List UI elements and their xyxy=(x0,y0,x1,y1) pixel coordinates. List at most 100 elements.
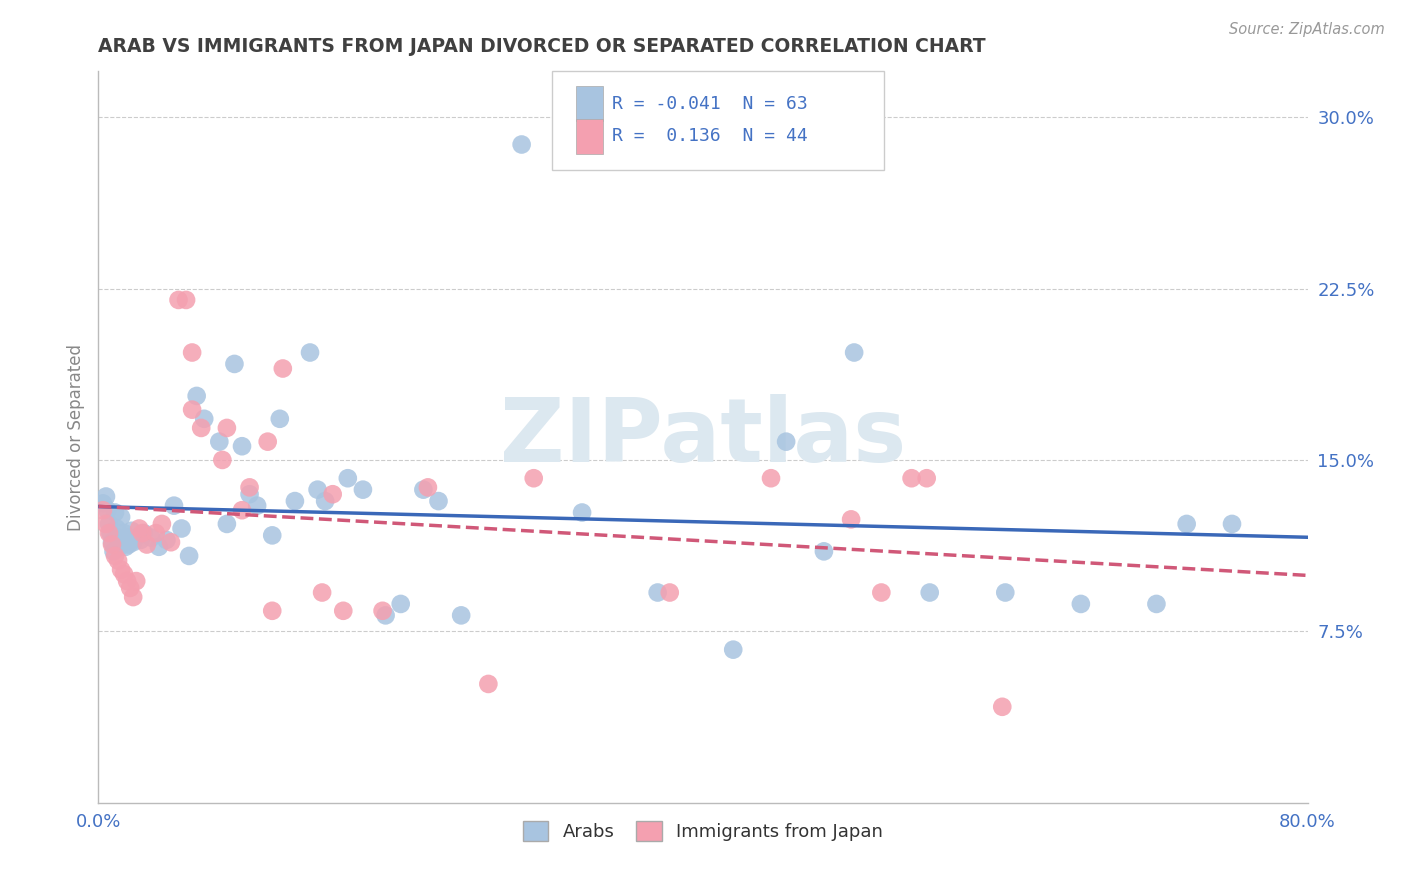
Point xyxy=(120,533,142,547)
Point xyxy=(723,642,745,657)
Point xyxy=(110,510,132,524)
Point xyxy=(211,453,233,467)
Point xyxy=(915,471,938,485)
Point xyxy=(412,483,434,497)
Point xyxy=(91,503,114,517)
Point xyxy=(352,483,374,497)
Point xyxy=(118,537,141,551)
Point xyxy=(813,544,835,558)
Point xyxy=(107,553,129,567)
Point xyxy=(170,521,193,535)
Point xyxy=(322,487,344,501)
Point xyxy=(775,434,797,449)
Text: Source: ZipAtlas.com: Source: ZipAtlas.com xyxy=(1229,22,1385,37)
Point xyxy=(371,604,394,618)
Point xyxy=(115,531,138,545)
Point xyxy=(131,526,153,541)
Point xyxy=(246,499,269,513)
Point xyxy=(271,361,294,376)
Point xyxy=(571,506,593,520)
Point xyxy=(1175,516,1198,531)
Point xyxy=(262,528,284,542)
Point xyxy=(122,590,145,604)
Point xyxy=(107,531,129,545)
Point xyxy=(193,412,215,426)
Point xyxy=(844,345,866,359)
Point xyxy=(104,549,127,563)
Point xyxy=(450,608,472,623)
Point xyxy=(299,345,322,359)
Point xyxy=(284,494,307,508)
Point xyxy=(94,490,117,504)
Point xyxy=(125,531,148,545)
Point xyxy=(104,506,127,520)
Point xyxy=(416,480,439,494)
Text: R =  0.136  N = 44: R = 0.136 N = 44 xyxy=(613,128,808,145)
Point xyxy=(181,345,204,359)
Point xyxy=(101,537,124,551)
Point xyxy=(1070,597,1092,611)
Point xyxy=(179,549,201,563)
Point xyxy=(120,581,142,595)
Point xyxy=(135,537,157,551)
Bar xyxy=(576,119,603,154)
Point xyxy=(918,585,941,599)
Point xyxy=(96,503,118,517)
Point xyxy=(122,535,145,549)
Point xyxy=(208,434,231,449)
Point xyxy=(224,357,246,371)
Point xyxy=(477,677,499,691)
Point xyxy=(239,487,262,501)
Point xyxy=(374,608,396,623)
Point xyxy=(336,471,359,485)
Point xyxy=(167,293,190,307)
Point xyxy=(160,535,183,549)
Point xyxy=(900,471,922,485)
Point xyxy=(231,439,253,453)
Point xyxy=(148,540,170,554)
Point xyxy=(112,526,135,541)
Point xyxy=(389,597,412,611)
Point xyxy=(181,402,204,417)
Point xyxy=(101,535,124,549)
Point xyxy=(647,585,669,599)
Point xyxy=(231,503,253,517)
Point xyxy=(239,480,262,494)
Point xyxy=(174,293,197,307)
Point xyxy=(215,516,238,531)
Point xyxy=(991,699,1014,714)
Point xyxy=(994,585,1017,599)
Y-axis label: Divorced or Separated: Divorced or Separated xyxy=(66,343,84,531)
Point xyxy=(100,526,122,541)
Point xyxy=(190,421,212,435)
Point xyxy=(186,389,208,403)
Point xyxy=(114,540,136,554)
Point xyxy=(1144,597,1167,611)
Point xyxy=(121,524,143,538)
Point xyxy=(94,516,117,531)
Point xyxy=(870,585,893,599)
Point xyxy=(510,137,533,152)
Point xyxy=(1220,516,1243,531)
Point xyxy=(112,567,135,582)
Point xyxy=(269,412,291,426)
FancyBboxPatch shape xyxy=(551,71,884,170)
Text: R = -0.041  N = 63: R = -0.041 N = 63 xyxy=(613,95,808,112)
Point xyxy=(839,512,862,526)
Point xyxy=(141,531,163,545)
Point xyxy=(332,604,354,618)
Point xyxy=(128,521,150,535)
Point xyxy=(658,585,681,599)
Point xyxy=(427,494,450,508)
Point xyxy=(150,516,173,531)
Point xyxy=(155,533,177,547)
Legend: Arabs, Immigrants from Japan: Arabs, Immigrants from Japan xyxy=(516,814,890,848)
Point xyxy=(262,604,284,618)
Point xyxy=(125,574,148,588)
Point xyxy=(91,496,114,510)
Point xyxy=(110,563,132,577)
Point xyxy=(111,533,134,547)
Point xyxy=(145,526,167,541)
Point xyxy=(103,544,125,558)
Text: ARAB VS IMMIGRANTS FROM JAPAN DIVORCED OR SEPARATED CORRELATION CHART: ARAB VS IMMIGRANTS FROM JAPAN DIVORCED O… xyxy=(98,37,986,56)
